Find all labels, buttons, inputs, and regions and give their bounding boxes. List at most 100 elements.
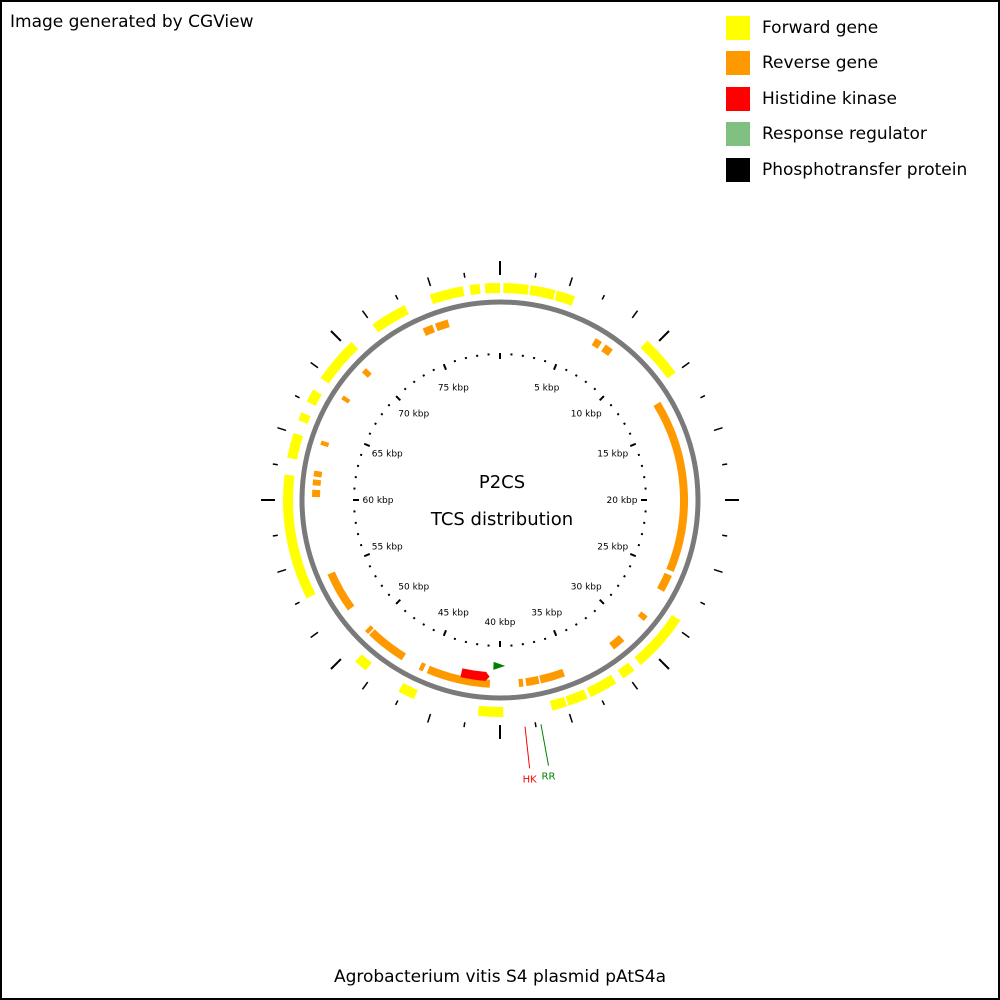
forward-gene-10 [477,705,504,717]
outer-tick [713,568,723,574]
reverse-gene-track [312,319,688,688]
legend-label-reverse-gene: Reverse gene [762,53,879,74]
inner-minor-tick [359,453,363,457]
inner-major-tick [442,629,447,637]
inner-minor-tick [422,623,426,626]
legend-item-reverse-gene: Reverse gene [726,46,967,82]
outer-tick [294,394,300,399]
reverse-gene-18 [320,440,330,448]
outer-tick [658,330,670,342]
forward-gene-4 [640,340,676,379]
legend-swatch-histidine-kinase [726,86,750,111]
legend-swatch-reverse-gene [726,51,750,76]
legend-swatch-response-regulator [726,122,750,147]
inner-major-tick [363,553,371,558]
inner-minor-tick [374,574,377,578]
tcs-feature-track [460,661,506,682]
tick-label: 70 kbp [398,410,429,420]
inner-minor-tick [616,584,620,588]
outer-tick [534,722,537,728]
response-regulator-1 [493,661,506,670]
inner-minor-tick [412,380,416,384]
reverse-gene-16 [312,479,322,486]
inner-minor-tick [637,453,641,457]
forward-gene-21 [484,283,501,294]
inner-minor-tick [609,403,613,407]
outer-tick [277,426,287,432]
forward-gene-track [283,283,681,717]
inner-minor-tick [543,359,547,363]
inner-minor-tick [628,564,632,568]
legend-swatch-phosphotransfer-protein [726,157,750,182]
reverse-gene-11 [418,662,426,672]
center-subtitle: TCS distribution [430,509,574,530]
tick-label: 65 kbp [372,449,403,459]
forward-gene-11 [398,682,418,700]
outer-tick [361,310,369,319]
forward-gene-9 [549,696,568,711]
outer-tick [713,426,723,432]
inner-major-tick [363,442,371,447]
reverse-gene-19 [341,395,351,404]
forward-gene-8 [565,689,588,706]
inner-tick-ring [353,353,647,647]
tick-label: 75 kbp [438,383,469,393]
reverse-gene-1 [591,338,602,349]
forward-gene-2 [529,285,556,300]
outer-tick [631,310,639,319]
inner-minor-tick [574,374,578,377]
outer-tick [700,601,706,606]
inner-minor-tick [574,623,578,626]
inner-minor-tick [637,543,641,547]
outer-tick [330,658,342,670]
inner-minor-tick [593,387,597,391]
outer-tick [601,700,606,706]
feature-annotations: HK RR [523,724,556,785]
outer-tick [658,658,670,670]
outer-tick [463,272,466,278]
inner-major-tick [598,395,605,402]
reverse-gene-13 [364,625,374,634]
center-title: P2CS [478,472,526,493]
inner-minor-tick [380,584,384,588]
outer-tick [722,463,728,466]
reverse-gene-7 [539,668,566,684]
outer-tick [310,361,319,369]
inner-minor-tick [564,368,568,372]
inner-minor-tick [593,609,597,613]
inner-minor-tick [387,403,391,407]
legend-label-forward-gene: Forward gene [762,17,879,38]
annotation-line-hk [524,726,531,769]
inner-minor-tick [628,432,632,436]
tick-label: 45 kbp [438,609,469,619]
inner-major-tick [442,363,447,371]
tick-label: 50 kbp [398,582,429,592]
inner-minor-tick [616,412,620,416]
outer-tick [601,294,606,300]
tick-label: 20 kbp [607,496,638,506]
outer-tick [330,330,342,342]
reverse-gene-17 [313,470,323,478]
legend-label-histidine-kinase: Histidine kinase [762,88,897,109]
inner-minor-tick [374,422,377,426]
inner-minor-tick [584,380,588,384]
forward-gene-6 [617,662,635,679]
inner-major-tick [629,553,637,558]
outer-tick [294,601,300,606]
footer-title: Agrobacterium vitis S4 plasmid pAtS4a [333,967,667,987]
reverse-gene-21 [422,324,436,336]
inner-minor-tick [609,593,613,597]
outer-tick [272,534,278,537]
forward-gene-16 [306,389,322,407]
outer-tick [631,681,639,690]
inner-major-tick [598,598,605,605]
reverse-gene-20 [361,368,372,378]
outer-tick [534,272,537,278]
outer-tick [310,631,319,639]
credit-text: Image generated by CGView [10,12,254,32]
outer-tick [426,713,432,723]
forward-gene-7 [586,674,617,698]
inner-minor-tick [453,637,457,641]
tick-label: 10 kbp [571,410,602,420]
